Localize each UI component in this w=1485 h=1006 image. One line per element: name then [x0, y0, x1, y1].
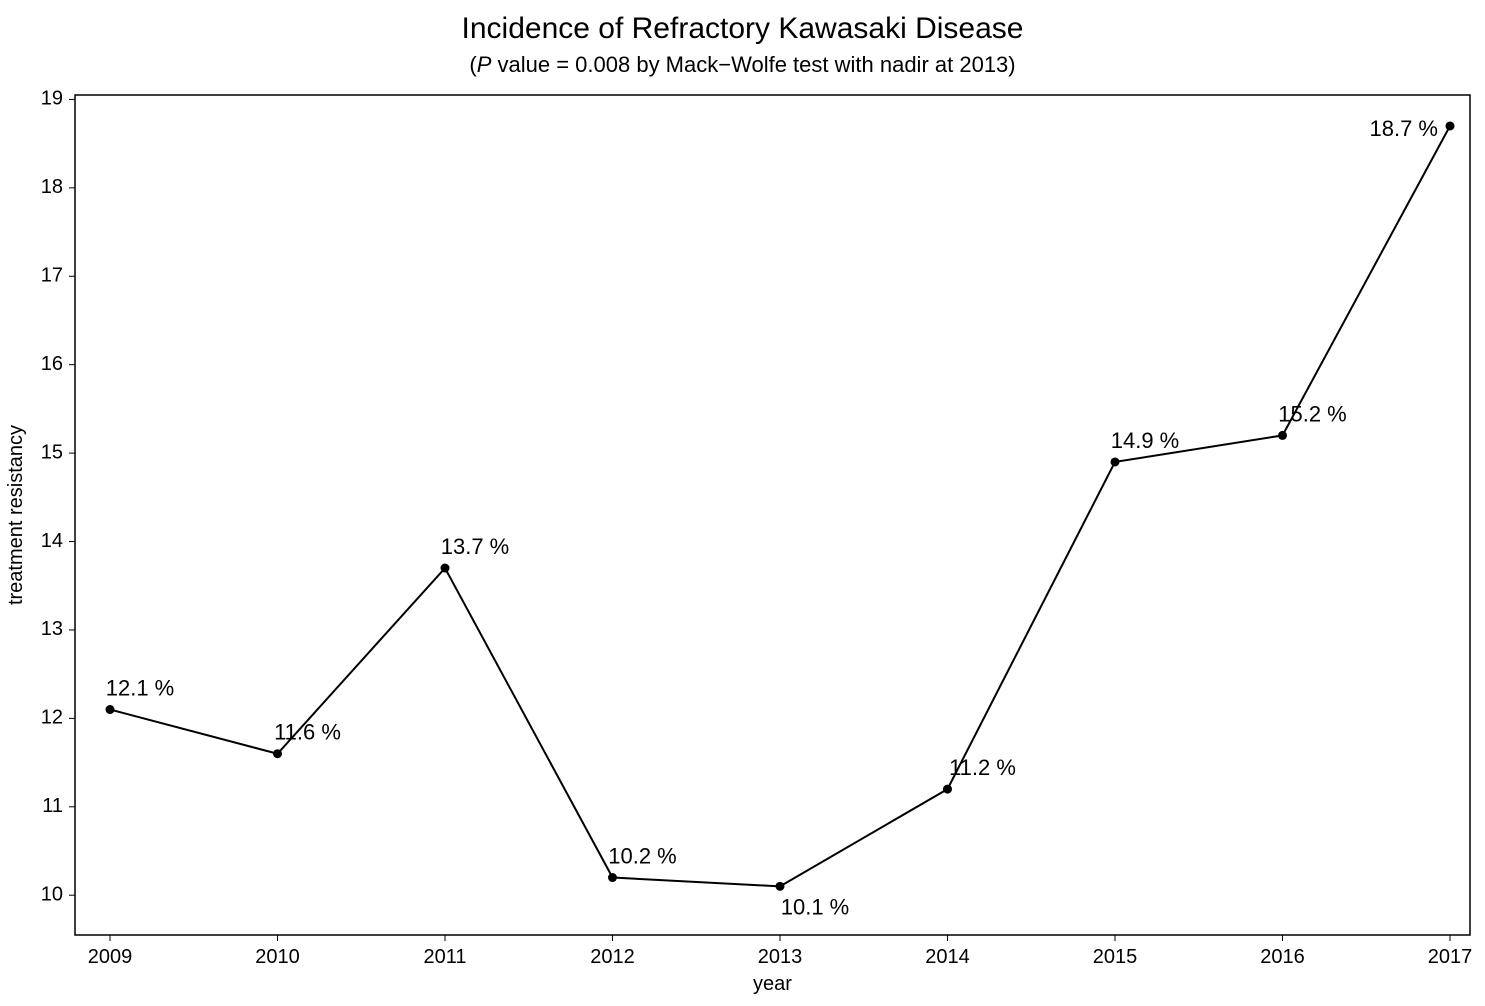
x-tick-label: 2012 [590, 946, 635, 968]
data-point [106, 705, 115, 714]
y-axis-label: treatment resistancy [5, 425, 27, 605]
x-axis-label: year [753, 973, 792, 995]
x-tick-label: 2010 [255, 946, 300, 968]
y-tick-label: 16 [41, 353, 63, 375]
data-label: 14.9 % [1111, 428, 1180, 453]
x-tick-label: 2009 [88, 946, 133, 968]
y-tick-label: 11 [42, 795, 63, 817]
data-point [608, 873, 617, 882]
x-tick-label: 2015 [1093, 946, 1138, 968]
x-tick-label: 2011 [423, 946, 466, 968]
data-label: 10.1 % [781, 894, 850, 919]
x-tick-label: 2013 [758, 946, 803, 968]
data-point [1111, 457, 1120, 466]
data-point [1446, 121, 1455, 130]
y-tick-label: 18 [41, 176, 63, 198]
y-tick-label: 15 [41, 441, 63, 463]
data-label: 15.2 % [1278, 401, 1347, 426]
y-tick-label: 17 [41, 265, 63, 287]
x-tick-label: 2017 [1428, 946, 1473, 968]
data-label: 18.7 % [1370, 116, 1439, 141]
data-label: 11.2 % [949, 755, 1016, 780]
data-label: 12.1 % [106, 676, 175, 701]
chart-container: Incidence of Refractory Kawasaki Disease… [0, 0, 1485, 1006]
data-point [441, 564, 450, 573]
chart-svg: 10 11 12 13 14 15 16 17 18 19 2009 2010 2011 2012 2013… [0, 0, 1485, 1006]
y-tick-label: 14 [41, 530, 63, 552]
series-line [110, 126, 1450, 886]
data-point [943, 785, 952, 794]
data-point [273, 749, 282, 758]
y-tick-label: 10 [41, 883, 63, 905]
data-label: 13.7 % [441, 534, 510, 559]
x-tick-label: 2014 [925, 946, 970, 968]
data-point [1278, 431, 1287, 440]
y-tick-label: 12 [41, 707, 63, 729]
x-tick-label: 2016 [1260, 946, 1305, 968]
data-label: 11.6 % [274, 720, 341, 745]
plot-panel [75, 95, 1470, 935]
data-point [776, 882, 785, 891]
y-tick-label: 13 [41, 618, 63, 640]
y-tick-label: 19 [41, 88, 63, 110]
data-label: 10.2 % [608, 844, 677, 869]
